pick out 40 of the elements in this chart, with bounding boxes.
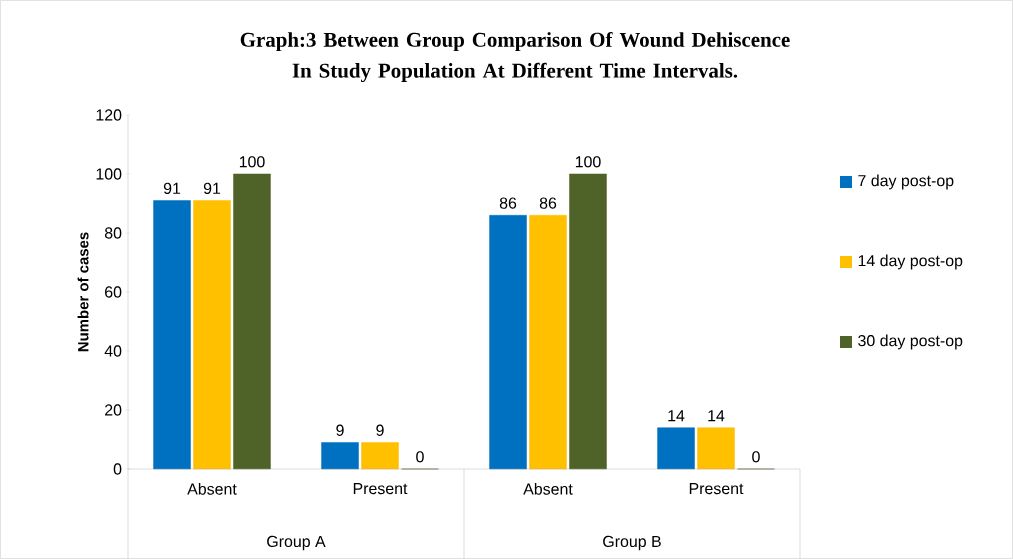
data-label: 0 [752,451,760,463]
bar [153,200,191,470]
data-label: 0 [416,451,424,463]
y-tick-label: 60 [105,286,122,298]
chart-title: Graph:3 Between Group Comparison Of Wound Dehiscence In Study Population At Different Time Intervals. [240,31,790,83]
data-label: 14 [708,410,725,422]
x-tick-label: Absent [187,483,237,495]
text: Group B [603,535,661,551]
bar [233,173,271,470]
legend-label: 14 day post-op [858,254,963,270]
x-tick-label: Present [689,483,744,495]
x-tick-label: Absent [523,483,573,495]
bar [489,215,527,470]
data-label: 100 [239,156,265,168]
bar [529,215,567,470]
legend-label: 30 day post-op [858,334,963,350]
data-label: 91 [203,182,221,194]
y-axis-title: Number of cases [77,232,89,352]
data-label: 86 [539,197,557,209]
bar [361,442,399,470]
x-tick-label: Present [353,483,408,495]
data-label: 9 [376,424,384,436]
bar [697,427,735,470]
y-tick-label: 120 [96,109,122,121]
data-label: 14 [668,410,685,422]
y-tick-label: 100 [96,168,122,180]
bar [569,173,607,470]
bar [321,442,359,470]
bar [193,200,231,470]
text: Group A [267,535,326,551]
legend-label: 7 day post-op [858,174,954,190]
data-label: 86 [499,197,517,209]
data-label: 9 [336,424,344,436]
data-label: 91 [163,182,181,194]
bar [657,427,695,470]
y-tick-label: 40 [104,345,122,357]
data-label: 100 [575,156,601,168]
y-tick-label: 80 [104,227,122,239]
y-tick-label: 20 [105,404,122,416]
y-tick-label: 0 [113,463,122,475]
